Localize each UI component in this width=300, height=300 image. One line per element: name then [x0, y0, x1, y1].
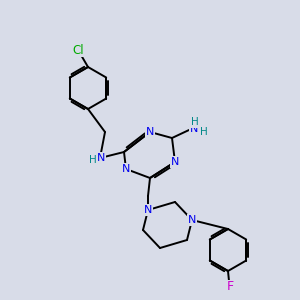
- Text: F: F: [226, 280, 234, 293]
- Text: H: H: [89, 155, 97, 165]
- Text: H: H: [200, 127, 208, 137]
- Text: N: N: [190, 124, 198, 134]
- Text: N: N: [188, 215, 196, 225]
- Text: N: N: [146, 127, 154, 137]
- Text: N: N: [97, 153, 105, 163]
- Text: N: N: [144, 205, 152, 215]
- Text: N: N: [171, 157, 179, 167]
- Text: H: H: [191, 117, 199, 127]
- Text: N: N: [122, 164, 130, 174]
- Text: Cl: Cl: [72, 44, 84, 56]
